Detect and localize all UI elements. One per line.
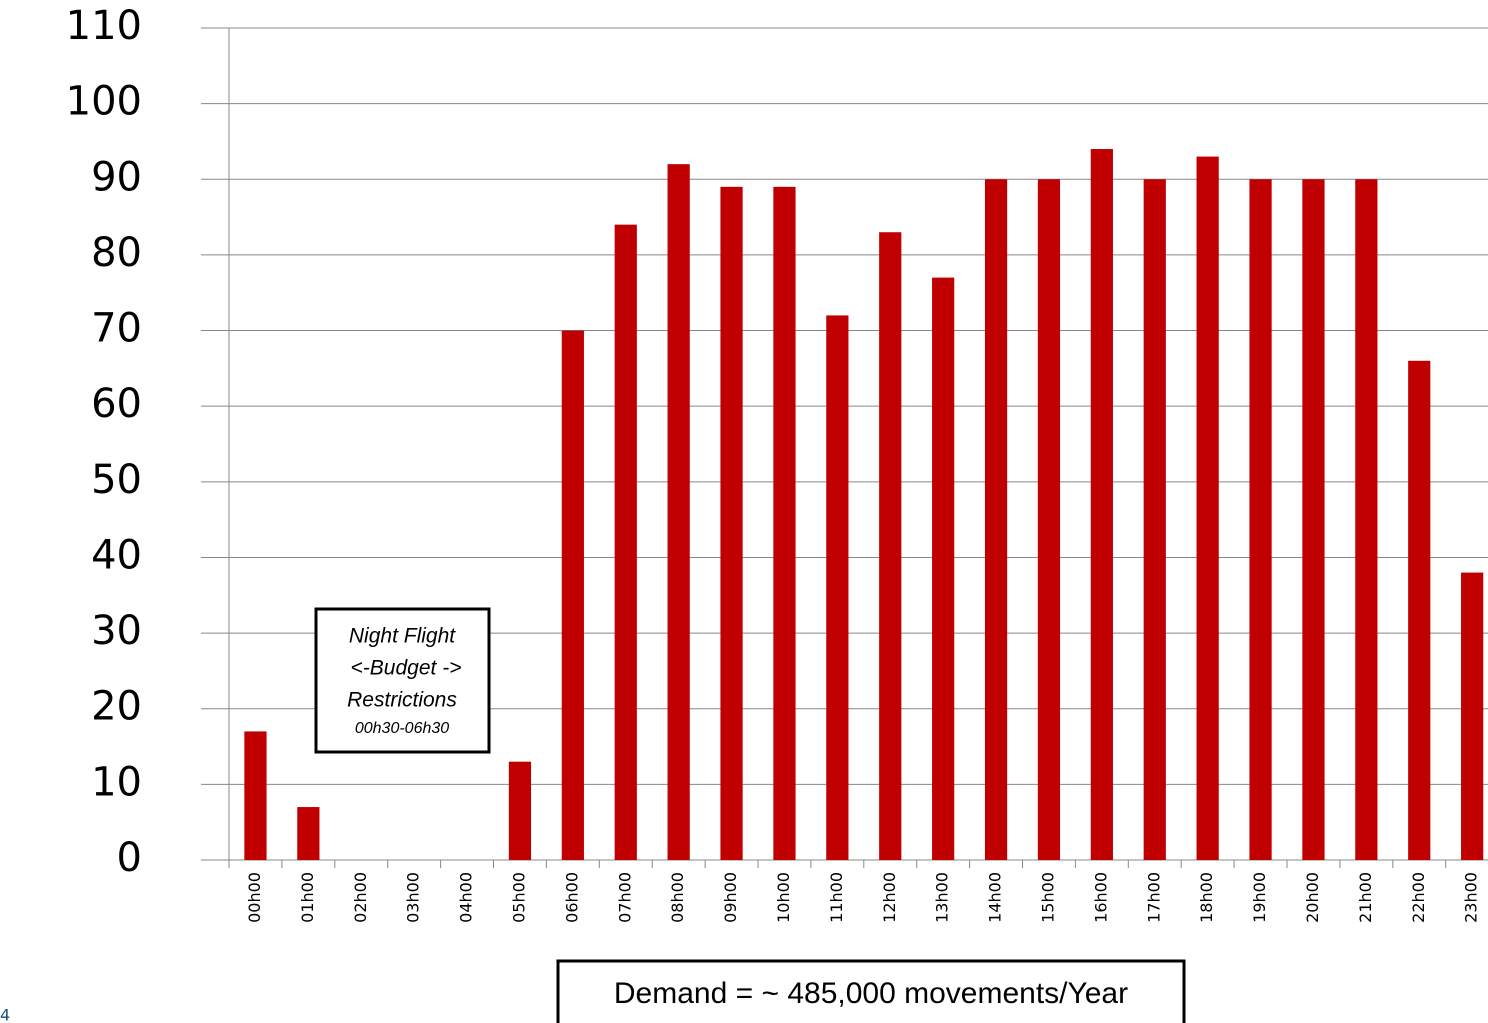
y-tick-label: 0	[117, 835, 142, 881]
x-tick-label: 04h00	[457, 872, 476, 923]
x-tick-label: 06h00	[562, 872, 581, 923]
x-tick-label: 23h00	[1462, 872, 1481, 923]
x-tick-label: 00h00	[245, 872, 264, 923]
y-tick-label: 100	[66, 79, 142, 125]
x-tick-label: 02h00	[351, 872, 370, 923]
bar	[508, 761, 532, 860]
x-tick-label: 12h00	[880, 872, 899, 923]
bar	[297, 807, 320, 860]
x-tick-label: 11h00	[827, 872, 846, 923]
bar	[1143, 179, 1166, 861]
bar	[561, 330, 584, 861]
x-tick-label: 03h00	[404, 872, 423, 923]
y-tick-label: 90	[91, 154, 142, 200]
note-line: Night Flight	[349, 625, 456, 648]
bar	[826, 315, 849, 860]
bar	[1302, 179, 1325, 861]
y-tick-label: 40	[91, 532, 142, 578]
note-line: <-Budget ->	[351, 657, 462, 680]
bar	[1408, 360, 1431, 860]
x-tick-label: 13h00	[933, 872, 952, 923]
page-number: 4	[0, 1006, 10, 1023]
x-tick-label: 20h00	[1303, 872, 1322, 923]
note-line: 00h30-06h30	[355, 720, 449, 737]
note-box	[314, 607, 491, 754]
x-tick-label: 19h00	[1250, 872, 1269, 923]
bar	[614, 224, 637, 860]
x-tick-label: 01h00	[298, 872, 317, 923]
bar	[720, 186, 743, 860]
x-tick-label: 09h00	[721, 872, 740, 923]
bar	[984, 179, 1008, 861]
y-tick-label: 70	[91, 306, 142, 352]
y-tick-label: 30	[91, 608, 142, 654]
bar	[932, 277, 955, 861]
bar	[667, 164, 690, 861]
bar	[244, 731, 267, 860]
y-tick-label: 50	[91, 457, 142, 503]
bar	[1355, 179, 1378, 861]
x-tick-label: 05h00	[509, 872, 528, 923]
footnote-box	[556, 959, 1186, 1023]
x-tick-label: 14h00	[986, 872, 1005, 923]
y-tick-label: 110	[66, 3, 142, 49]
note-line: Restrictions	[347, 689, 457, 712]
bar	[1249, 179, 1272, 861]
y-tick-label: 80	[91, 230, 142, 276]
x-tick-label: 21h00	[1356, 872, 1375, 923]
x-tick-label: 15h00	[1038, 872, 1057, 923]
y-tick-label: 10	[91, 759, 142, 805]
x-tick-label: 10h00	[774, 872, 793, 923]
bar	[1196, 156, 1219, 861]
bar	[1037, 179, 1061, 861]
x-tick-label: 22h00	[1409, 872, 1428, 923]
footnote: Demand = ~ 485,000 movements/Year	[614, 977, 1128, 1010]
y-tick-label: 20	[91, 684, 142, 730]
bar	[773, 186, 796, 860]
x-tick-label: 08h00	[668, 872, 687, 923]
x-tick-label: 16h00	[1091, 872, 1110, 923]
x-tick-label: 07h00	[615, 872, 634, 923]
y-tick-label: 60	[91, 381, 142, 427]
bar	[879, 232, 902, 860]
bar	[1461, 572, 1484, 860]
x-tick-label: 17h00	[1144, 872, 1163, 923]
bar	[1090, 149, 1113, 860]
x-tick-label: 18h00	[1197, 872, 1216, 923]
